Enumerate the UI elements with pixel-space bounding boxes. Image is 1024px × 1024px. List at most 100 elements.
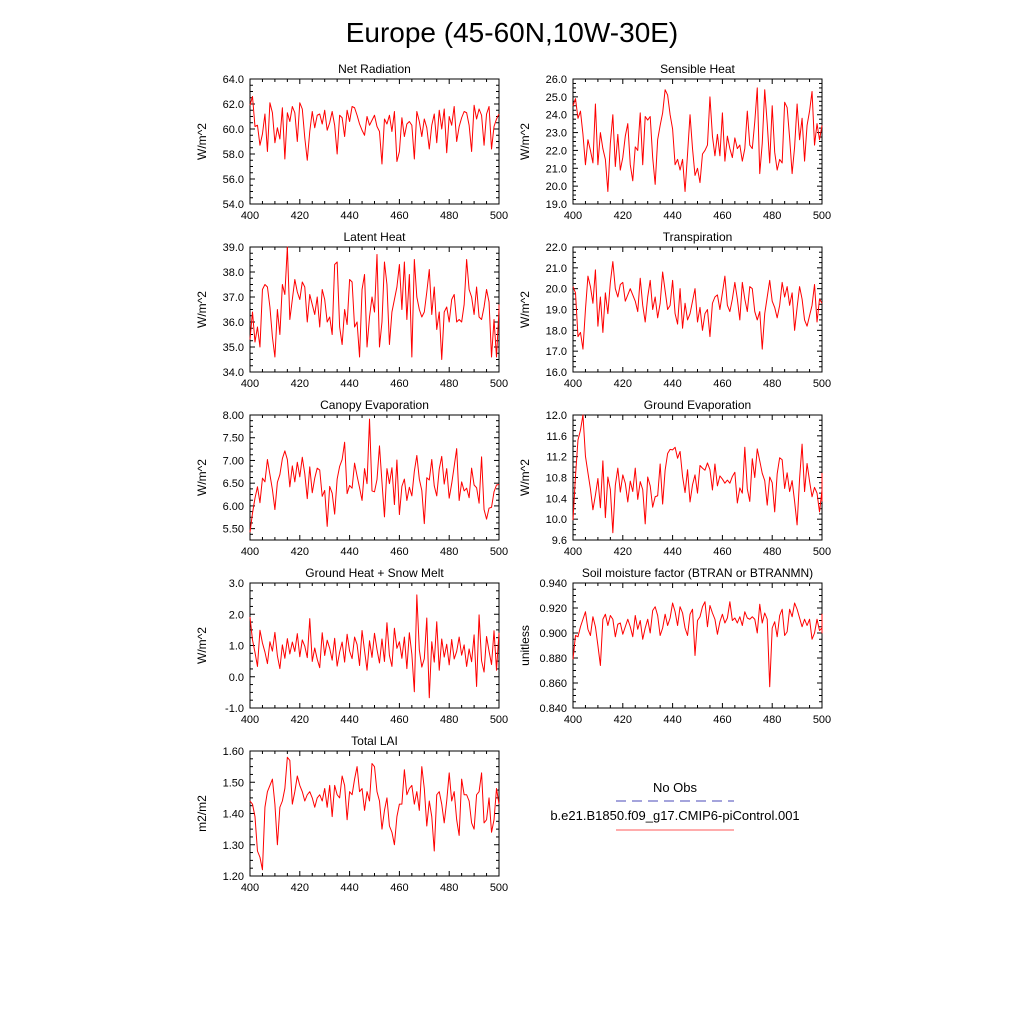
panel-title: Canopy Evaporation	[320, 398, 429, 412]
panel-title: Latent Heat	[343, 230, 406, 244]
x-tick-label: 420	[291, 714, 309, 726]
y-axis-label: unitless	[518, 625, 532, 666]
x-tick-label: 420	[614, 210, 632, 222]
series-line	[572, 601, 823, 688]
y-tick-label: 0.900	[539, 628, 567, 640]
x-tick-label: 500	[490, 714, 508, 726]
x-tick-label: 420	[614, 546, 632, 558]
x-tick-label: 500	[813, 546, 831, 558]
series-line	[572, 414, 823, 534]
y-tick-label: 0.860	[539, 678, 567, 690]
series-line	[249, 756, 500, 871]
y-tick-label: 19.0	[546, 199, 567, 211]
y-tick-label: 10.0	[546, 514, 567, 526]
x-tick-label: 420	[291, 210, 309, 222]
x-tick-label: 480	[763, 714, 781, 726]
x-tick-label: 400	[241, 546, 259, 558]
chart-panel-7: Ground Heat + Snow Melt W/m^2 400 420 440 460…	[195, 566, 508, 726]
x-tick-label: 480	[763, 378, 781, 390]
y-axis-label: W/m^2	[195, 291, 209, 328]
chart-panel-6: Ground Evaporation W/m^2 400 420 440 460 480 50…	[518, 398, 831, 558]
x-tick-label: 400	[241, 882, 259, 894]
y-tick-label: 37.0	[223, 292, 244, 304]
y-tick-label: 3.0	[229, 578, 244, 590]
x-tick-label: 440	[340, 882, 358, 894]
y-tick-label: 22.0	[546, 145, 567, 157]
y-axis-label: W/m^2	[518, 291, 532, 328]
x-tick-label: 500	[813, 210, 831, 222]
plot-frame	[249, 78, 500, 205]
x-tick-label: 420	[614, 378, 632, 390]
y-tick-label: 11.6	[546, 431, 567, 443]
y-tick-label: 1.0	[229, 641, 244, 653]
y-tick-label: 18.0	[546, 325, 567, 337]
y-tick-label: 36.0	[223, 317, 244, 329]
y-tick-label: 22.0	[546, 242, 567, 254]
x-tick-label: 460	[390, 546, 408, 558]
y-tick-label: 6.50	[223, 478, 244, 490]
x-tick-label: 460	[713, 378, 731, 390]
y-axis-label: W/m^2	[195, 123, 209, 160]
y-tick-label: 54.0	[223, 199, 244, 211]
x-tick-label: 460	[713, 210, 731, 222]
x-tick-label: 500	[490, 210, 508, 222]
x-tick-label: 480	[440, 714, 458, 726]
series-line	[249, 418, 500, 533]
x-tick-label: 480	[440, 546, 458, 558]
y-tick-label: 16.0	[546, 367, 567, 379]
series-line	[249, 246, 500, 360]
y-tick-label: 39.0	[223, 242, 244, 254]
plot-frame	[572, 414, 823, 541]
y-tick-label: 24.0	[546, 110, 567, 122]
y-axis-label: W/m^2	[518, 459, 532, 496]
y-tick-label: 2.0	[229, 609, 244, 621]
plot-frame	[572, 582, 823, 709]
x-tick-label: 440	[663, 714, 681, 726]
chart-panel-5: Canopy Evaporation W/m^2 400 420 440 460 480 50…	[195, 398, 508, 558]
x-tick-label: 480	[440, 210, 458, 222]
figure-title: Europe (45-60N,10W-30E)	[346, 17, 679, 48]
y-tick-label: 0.0	[229, 672, 244, 684]
plot-frame	[572, 246, 823, 373]
x-tick-label: 500	[490, 378, 508, 390]
panel-title: Transpiration	[663, 230, 733, 244]
x-tick-label: 420	[291, 546, 309, 558]
y-tick-label: 34.0	[223, 367, 244, 379]
x-tick-label: 460	[390, 210, 408, 222]
x-tick-label: 500	[813, 378, 831, 390]
panel-title: Sensible Heat	[660, 62, 735, 76]
y-tick-label: 0.840	[539, 703, 567, 715]
y-axis-label: W/m^2	[195, 459, 209, 496]
legend-case-label: b.e21.B1850.f09_g17.CMIP6-piControl.001	[550, 808, 799, 823]
x-tick-label: 400	[564, 714, 582, 726]
y-tick-label: 64.0	[223, 74, 244, 86]
x-tick-label: 440	[340, 210, 358, 222]
y-tick-label: 11.2	[546, 452, 567, 464]
y-tick-label: 1.50	[223, 777, 244, 789]
x-tick-label: 420	[614, 714, 632, 726]
y-axis-label: m2/m2	[195, 795, 209, 832]
y-tick-label: 10.8	[546, 473, 567, 485]
y-tick-label: 1.40	[223, 809, 244, 821]
x-tick-label: 440	[663, 210, 681, 222]
y-tick-label: 7.50	[223, 433, 244, 445]
y-axis-label: W/m^2	[195, 627, 209, 664]
series-line	[249, 594, 500, 699]
y-tick-label: 21.0	[546, 163, 567, 175]
y-tick-label: 1.20	[223, 871, 244, 883]
x-tick-label: 460	[390, 714, 408, 726]
panel-title: Soil moisture factor (BTRAN or BTRANMN)	[582, 566, 813, 580]
y-tick-label: 23.0	[546, 128, 567, 140]
chart-panel-4: Transpiration W/m^2 400 420 440 460 480 500 16.0…	[518, 230, 831, 390]
x-tick-label: 400	[564, 378, 582, 390]
y-axis-label: W/m^2	[518, 123, 532, 160]
x-tick-label: 400	[564, 546, 582, 558]
plot-frame	[249, 414, 500, 541]
chart-panel-8: Soil moisture factor (BTRAN or BTRANMN) u…	[518, 566, 831, 726]
y-tick-label: 38.0	[223, 267, 244, 279]
chart-panel-3: Latent Heat W/m^2 400 420 440 460 480 500 34.0 35…	[195, 230, 508, 390]
x-tick-label: 440	[340, 378, 358, 390]
chart-panel-2: Sensible Heat W/m^2 400 420 440 460 480 500 19.0…	[518, 62, 831, 222]
plot-frame	[249, 582, 500, 709]
